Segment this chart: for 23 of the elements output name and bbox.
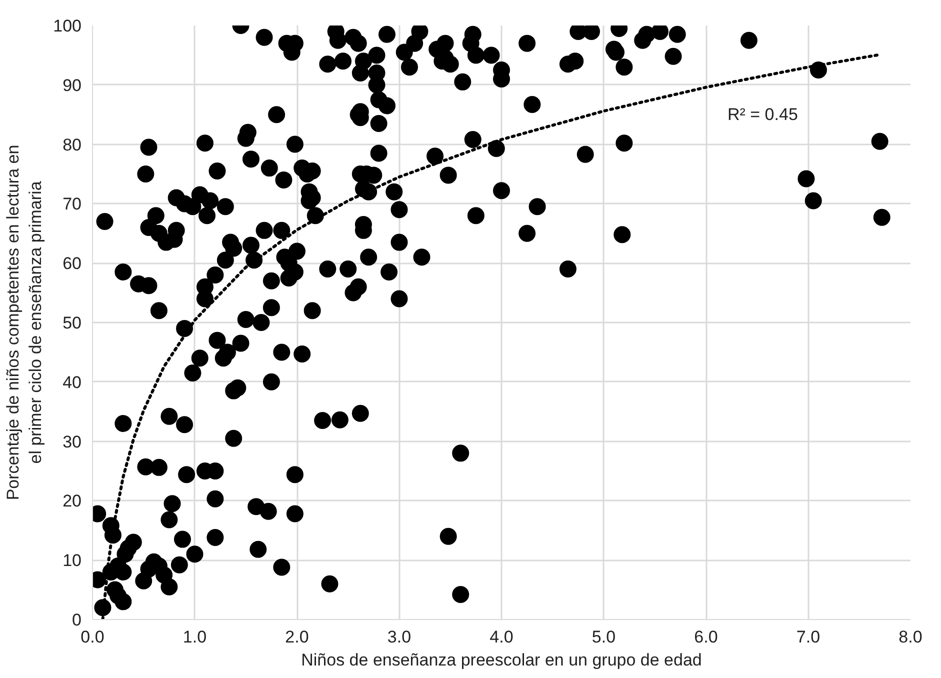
y-tick-label: 20 bbox=[62, 492, 82, 511]
x-tick-label: 0.0 bbox=[80, 628, 104, 646]
x-tick-label: 6.0 bbox=[694, 628, 718, 646]
x-tick-label: 2.0 bbox=[285, 628, 309, 646]
x-tick-label: 1.0 bbox=[182, 628, 207, 646]
x-tick-label: 4.0 bbox=[490, 628, 514, 646]
y-tick-label: 70 bbox=[62, 194, 82, 214]
y-tick-label: 0 bbox=[72, 610, 82, 630]
y-tick-label: 10 bbox=[62, 551, 82, 570]
y-tick-label: 90 bbox=[62, 76, 82, 95]
x-tick-label: 5.0 bbox=[592, 628, 616, 646]
x-tick-label: 7.0 bbox=[796, 628, 820, 646]
y-tick-label: 40 bbox=[62, 372, 82, 392]
x-axis-title: Niños de enseñanza preescolar en un grupo de edad bbox=[301, 650, 702, 670]
x-tick-label: 3.0 bbox=[387, 628, 412, 646]
x-tick-label: 8.0 bbox=[898, 628, 922, 646]
y-axis-title: Porcentaje de niños competentes en lectura en el primer ciclo de enseñanza primaria bbox=[3, 144, 46, 500]
y-tick-label: 100 bbox=[53, 16, 82, 36]
y-tick-label: 60 bbox=[62, 254, 82, 274]
y-tick-label: 80 bbox=[62, 135, 82, 154]
y-tick-label: 50 bbox=[62, 314, 82, 332]
y-tick-label: 30 bbox=[62, 432, 82, 452]
annotation: R² = 0.45 bbox=[728, 105, 798, 124]
